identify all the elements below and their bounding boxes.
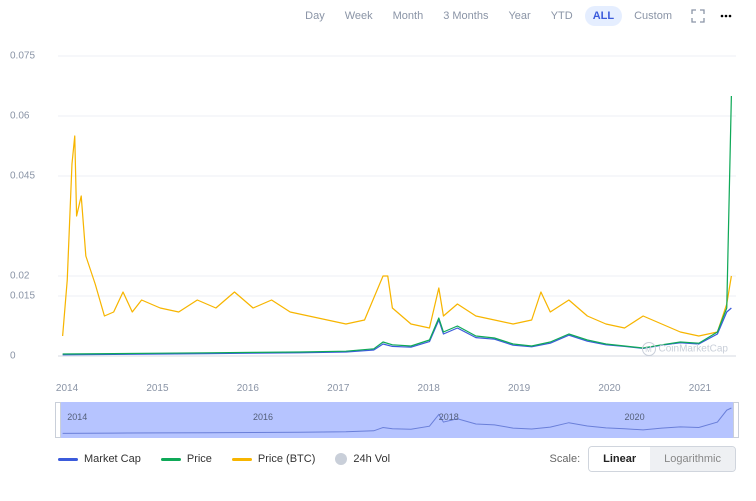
legend-swatch xyxy=(232,458,252,461)
scale-option-linear[interactable]: Linear xyxy=(589,447,650,471)
chart-plot[interactable]: MCoinMarketCap 2014201520162017201820192… xyxy=(58,36,736,376)
range-month[interactable]: Month xyxy=(385,6,432,26)
range-year[interactable]: Year xyxy=(500,6,538,26)
minimap-tick: 2016 xyxy=(253,412,273,422)
x-tick-label: 2019 xyxy=(508,383,530,394)
legend-swatch xyxy=(58,458,78,461)
x-tick-label: 2016 xyxy=(237,383,259,394)
y-tick-label: 0.075 xyxy=(10,51,35,62)
x-tick-label: 2015 xyxy=(146,383,168,394)
y-tick-label: 0.045 xyxy=(10,171,35,182)
range-3-months[interactable]: 3 Months xyxy=(435,6,496,26)
legend-item-market_cap[interactable]: Market Cap xyxy=(58,453,141,465)
watermark: MCoinMarketCap xyxy=(642,342,728,356)
legend-label: Market Cap xyxy=(84,453,141,465)
legend-label: Price xyxy=(187,453,212,465)
y-tick-label: 0 xyxy=(10,351,16,362)
more-icon[interactable] xyxy=(716,6,736,26)
x-tick-label: 2018 xyxy=(418,383,440,394)
legend-item-price[interactable]: Price xyxy=(161,453,212,465)
x-tick-label: 2017 xyxy=(327,383,349,394)
watermark-text: CoinMarketCap xyxy=(659,344,728,355)
x-tick-label: 2014 xyxy=(56,383,78,394)
range-all[interactable]: ALL xyxy=(585,6,622,26)
minimap-tick: 2020 xyxy=(625,412,645,422)
scale-label: Scale: xyxy=(550,453,581,465)
y-tick-label: 0.015 xyxy=(10,291,35,302)
legend-swatch xyxy=(335,453,347,465)
y-tick-label: 0.06 xyxy=(10,111,29,122)
minimap-handle-left[interactable] xyxy=(55,402,61,438)
y-tick-label: 0.02 xyxy=(10,271,29,282)
scale-toggle: Scale: LinearLogarithmic xyxy=(550,446,736,472)
fullscreen-icon[interactable] xyxy=(688,6,708,26)
time-range-toolbar: DayWeekMonth3 MonthsYearYTDALLCustom xyxy=(0,0,756,28)
legend-label: Price (BTC) xyxy=(258,453,315,465)
chart-area: MCoinMarketCap 2014201520162017201820192… xyxy=(10,36,736,376)
range-day[interactable]: Day xyxy=(297,6,333,26)
legend-item-price_btc[interactable]: Price (BTC) xyxy=(232,453,315,465)
minimap-tick: 2014 xyxy=(67,412,87,422)
range-custom[interactable]: Custom xyxy=(626,6,680,26)
range-week[interactable]: Week xyxy=(337,6,381,26)
minimap-tick: 2018 xyxy=(439,412,459,422)
minimap-handle-right[interactable] xyxy=(733,402,739,438)
legend-row: Market Cap Price Price (BTC) 24h Vol Scale:… xyxy=(58,446,736,472)
chart-svg xyxy=(58,36,736,376)
legend-label: 24h Vol xyxy=(353,453,390,465)
legend-swatch xyxy=(161,458,181,461)
scale-option-logarithmic[interactable]: Logarithmic xyxy=(650,447,735,471)
legend-item-vol24h[interactable]: 24h Vol xyxy=(335,453,390,465)
x-tick-label: 2021 xyxy=(689,383,711,394)
range-minimap[interactable]: 2014 2016 2018 2020 xyxy=(58,402,736,438)
watermark-icon: M xyxy=(642,342,656,356)
scale-segmented: LinearLogarithmic xyxy=(588,446,736,472)
range-ytd[interactable]: YTD xyxy=(543,6,581,26)
x-tick-label: 2020 xyxy=(598,383,620,394)
